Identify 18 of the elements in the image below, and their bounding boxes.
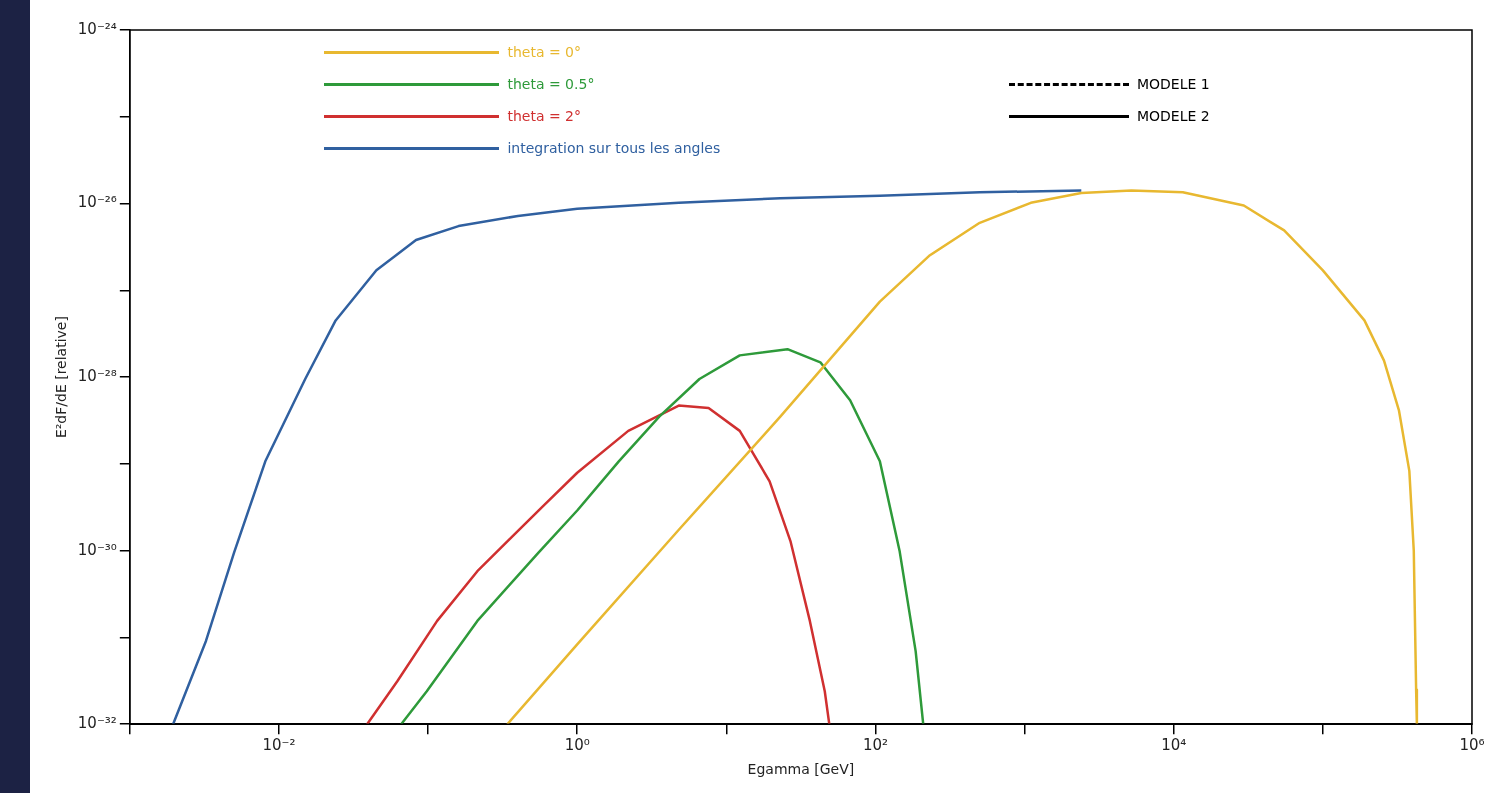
x-axis-title: Egamma [GeV] [747,761,855,778]
legend-label: MODELE 2 [1136,108,1210,124]
text: integration sur tous les angles [507,140,721,156]
y-tick-label: 10⁻³² [77,714,117,733]
x-tick-label: 10² [862,736,889,755]
x-tick-label: 10⁰ [564,736,590,755]
y-tick-label: 10⁻²⁶ [77,193,117,212]
x-tick-label: 10⁴ [1161,736,1187,755]
x-tick-label: 10⁻² [262,736,296,755]
y-tick-label: 10⁻²⁸ [77,366,117,385]
text: theta = 0.5° [507,76,595,92]
y-tick-label: 10⁻²⁴ [77,19,117,38]
text: theta = 0° [507,44,582,60]
text: theta = 2° [507,108,582,124]
y-tick-label: 10⁻³⁰ [77,540,117,559]
legend-label: MODELE 1 [1136,76,1210,92]
y-axis-title: E²dF/dE [relative] [53,316,70,439]
x-tick-label: 10⁶ [1459,736,1485,755]
